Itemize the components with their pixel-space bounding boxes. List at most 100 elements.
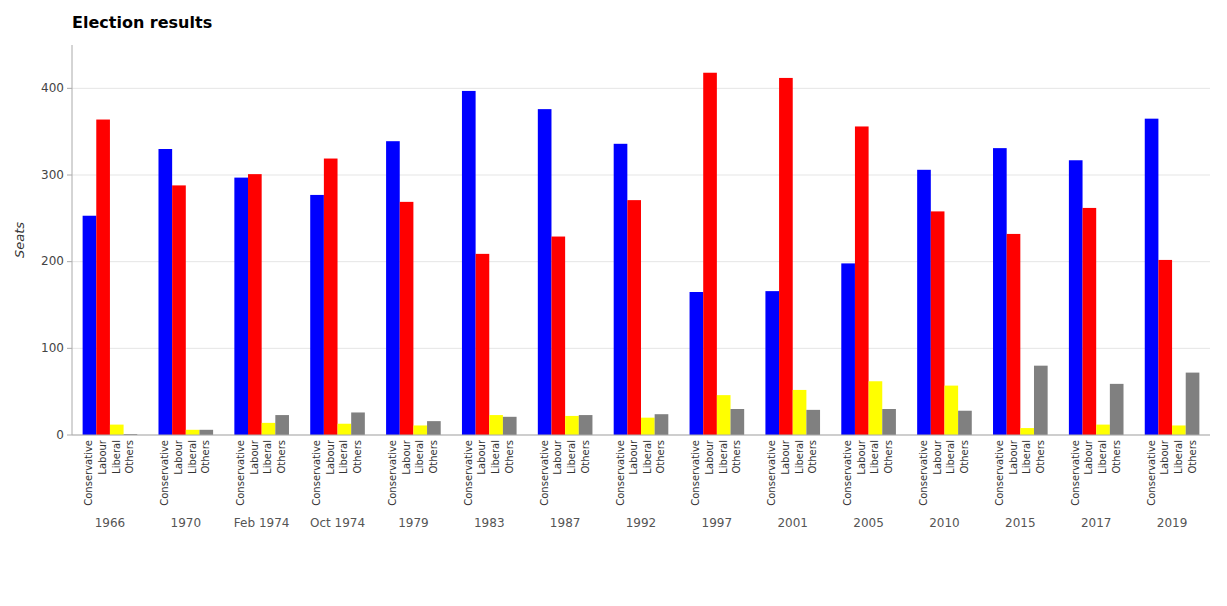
bar — [1172, 425, 1186, 435]
bar — [731, 409, 745, 435]
bar — [234, 178, 248, 435]
bar — [869, 381, 883, 435]
bar-label: Liberal — [566, 440, 577, 474]
grid-line — [72, 435, 1210, 436]
bar-label: Labour — [552, 439, 563, 475]
y-axis: 0100200300400 — [41, 45, 72, 442]
bar-label: Liberal — [338, 440, 349, 474]
bar — [262, 423, 276, 435]
bar — [1020, 428, 1034, 435]
category-label: Oct 1974 — [310, 516, 365, 530]
category-label: 1987 — [550, 516, 581, 530]
bar-label: Others — [200, 440, 211, 474]
chart: 0100200300400ConservativeLabourLiberalOt… — [0, 0, 1227, 606]
bar-label: Liberal — [414, 440, 425, 474]
bar — [931, 211, 945, 435]
category-label: 1992 — [626, 516, 657, 530]
bar-label: Conservative — [615, 440, 626, 506]
bar — [614, 144, 628, 435]
category-label: 1966 — [95, 516, 126, 530]
bar-label: Others — [428, 440, 439, 474]
y-axis-label: Seats — [12, 222, 27, 258]
bar-label: Conservative — [842, 440, 853, 506]
bar-label: Labour — [401, 439, 412, 475]
bar-label: Labour — [628, 439, 639, 475]
bar-label: Conservative — [766, 440, 777, 506]
bar — [627, 200, 641, 435]
bar — [1096, 425, 1110, 435]
bar — [793, 390, 807, 435]
bar — [310, 195, 324, 435]
bar-label: Liberal — [1097, 440, 1108, 474]
bar — [551, 237, 565, 435]
bar-label: Conservative — [387, 440, 398, 506]
bar-label: Conservative — [918, 440, 929, 506]
bar — [503, 417, 517, 435]
y-tick-label: 300 — [41, 168, 64, 182]
bar-label: Liberal — [187, 440, 198, 474]
category-label: 2010 — [929, 516, 960, 530]
bar-label: Others — [580, 440, 591, 474]
bar-label: Others — [1035, 440, 1046, 474]
y-tick-label: 200 — [41, 254, 64, 268]
bar — [1034, 366, 1048, 435]
bar-label: Others — [883, 440, 894, 474]
category-label: 1970 — [171, 516, 202, 530]
category-label: 2005 — [853, 516, 884, 530]
bar — [275, 415, 289, 435]
bar — [993, 148, 1007, 435]
bar — [806, 410, 820, 435]
bar — [579, 415, 593, 435]
y-tick — [67, 435, 72, 436]
bar — [248, 174, 262, 435]
bar — [172, 185, 186, 435]
bar-label: Conservative — [539, 440, 550, 506]
bar-label: Conservative — [159, 440, 170, 506]
title: Election results — [72, 13, 212, 32]
bar — [703, 73, 717, 435]
bar — [958, 411, 972, 435]
bar-label: Others — [655, 440, 666, 474]
bar — [199, 430, 213, 435]
bar — [565, 416, 579, 435]
grid — [72, 88, 1210, 435]
bar-label: Conservative — [463, 440, 474, 506]
bar-label: Labour — [476, 439, 487, 475]
bar — [427, 421, 441, 435]
bar-label: Others — [959, 440, 970, 474]
bar-label: Liberal — [1173, 440, 1184, 474]
bar — [944, 386, 958, 435]
x-axis-line — [72, 435, 1210, 436]
bar-label: Labour — [856, 439, 867, 475]
bar — [462, 91, 476, 435]
bar-label: Labour — [173, 439, 184, 475]
bars — [83, 73, 1200, 435]
grid-line — [72, 88, 1210, 89]
bar-label: Labour — [704, 439, 715, 475]
bar — [917, 170, 931, 435]
bar-label: Labour — [97, 439, 108, 475]
x-axis: ConservativeLabourLiberalOthers1966Conse… — [83, 439, 1197, 530]
bar — [1145, 119, 1159, 435]
category-label: 1997 — [702, 516, 733, 530]
bar-label: Conservative — [994, 440, 1005, 506]
bar — [1158, 260, 1172, 435]
bar — [1007, 234, 1021, 435]
bar-label: Conservative — [311, 440, 322, 506]
bar-label: Others — [807, 440, 818, 474]
category-label: 1983 — [474, 516, 505, 530]
bar — [351, 412, 365, 435]
grid-line — [72, 175, 1210, 176]
bar-label: Others — [1111, 440, 1122, 474]
bar — [690, 292, 704, 435]
bar — [655, 414, 669, 435]
bar-label: Conservative — [1070, 440, 1081, 506]
bar-label: Liberal — [718, 440, 729, 474]
bar — [110, 425, 124, 435]
bar — [1083, 208, 1097, 435]
category-label: 2019 — [1157, 516, 1188, 530]
bar-label: Liberal — [490, 440, 501, 474]
bar-label: Others — [731, 440, 742, 474]
bar — [641, 418, 655, 435]
bar — [83, 216, 97, 435]
